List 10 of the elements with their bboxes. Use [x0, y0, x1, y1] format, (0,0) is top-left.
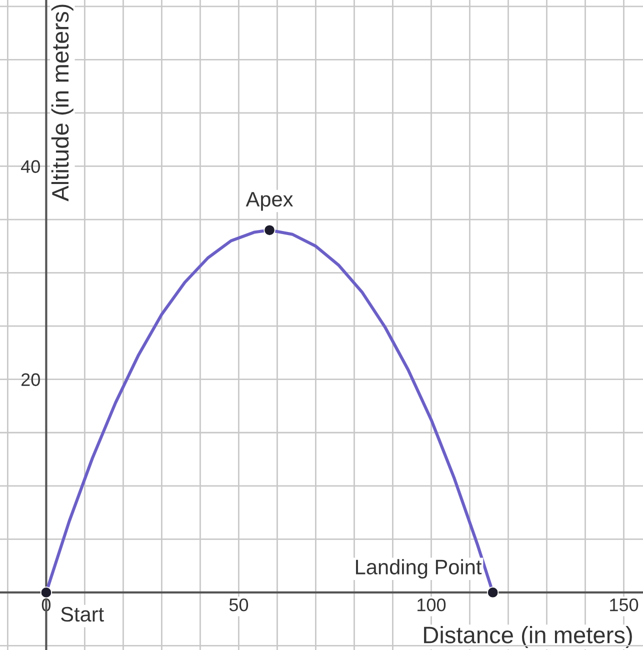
annotation: Landing Point — [356, 559, 482, 579]
annotation: Apex — [246, 192, 294, 211]
x-tick-label: 50 — [229, 598, 248, 612]
y-axis-title: Altitude (in meters) — [51, 4, 74, 202]
y-tick-label: 40 — [20, 160, 40, 173]
y-tick-label: 20 — [21, 373, 40, 386]
annotation: Start — [61, 606, 104, 622]
x-axis-title: Distance (in meters) — [424, 626, 632, 648]
x-tick-label: 100 — [418, 598, 446, 612]
x-tick-label: 150 — [610, 598, 638, 612]
